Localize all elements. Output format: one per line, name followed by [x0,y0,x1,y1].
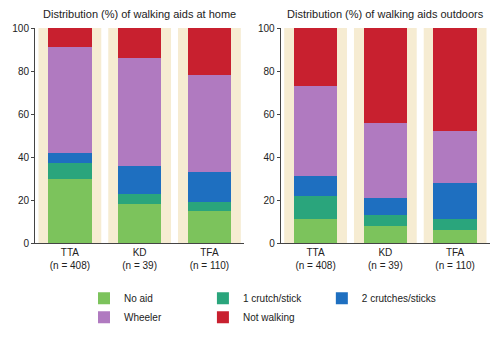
svg-text:20: 20 [18,195,30,206]
svg-text:Not walking: Not walking [243,312,295,323]
svg-text:0: 0 [23,238,29,249]
svg-text:No aid: No aid [124,293,153,304]
svg-text:100: 100 [258,23,275,34]
svg-text:60: 60 [264,109,276,120]
svg-text:80: 80 [18,66,30,77]
svg-text:100: 100 [12,23,29,34]
svg-text:20: 20 [264,195,276,206]
svg-text:Wheeler: Wheeler [124,312,162,323]
svg-text:KD(n = 39): KD(n = 39) [122,247,157,271]
svg-text:40: 40 [18,152,30,163]
svg-text:TFA(n = 110): TFA(n = 110) [435,247,475,271]
svg-text:2 crutches/sticks: 2 crutches/sticks [362,293,436,304]
svg-text:TTA(n = 408): TTA(n = 408) [295,247,335,271]
svg-text:Distribution (%) of walking ai: Distribution (%) of walking aids at home [43,8,236,20]
svg-text:60: 60 [18,109,30,120]
svg-text:Distribution (%) of walking ai: Distribution (%) of walking aids outdoor… [287,8,484,20]
svg-text:TTA(n = 408): TTA(n = 408) [50,247,90,271]
svg-text:1 crutch/stick: 1 crutch/stick [243,293,302,304]
svg-text:TFA(n = 110): TFA(n = 110) [190,247,230,271]
svg-text:40: 40 [264,152,276,163]
svg-text:0: 0 [269,238,275,249]
svg-text:80: 80 [264,66,276,77]
svg-text:KD(n = 39): KD(n = 39) [368,247,403,271]
